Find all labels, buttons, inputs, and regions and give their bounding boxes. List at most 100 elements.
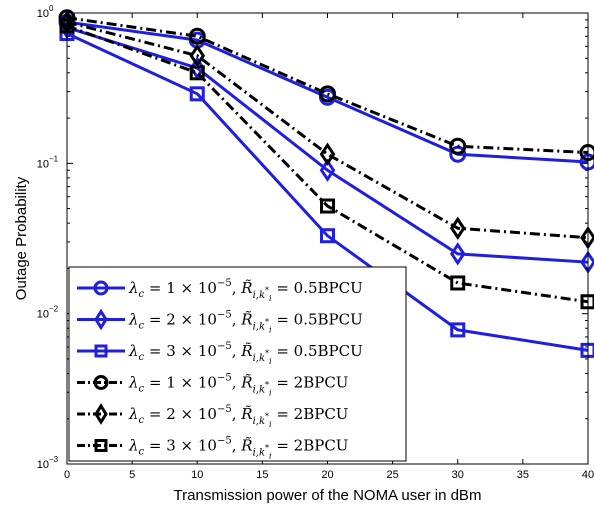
x-axis-label: Transmission power of the NOMA user in d… <box>174 487 482 504</box>
legend-sep: , <box>232 437 242 455</box>
circle-marker <box>93 280 109 296</box>
legend-rate-value: = 0.5BPCU <box>272 311 363 329</box>
legend-sep: , <box>232 374 242 392</box>
legend-rate-sub-star: * <box>265 381 269 390</box>
legend-entry-5: λc = 2 × 10−5, R̃i,k*i = 2BPCU <box>77 403 348 429</box>
legend-label: λc = 3 × 10−5, R̃i,k*i = 2BPCU <box>128 436 348 461</box>
x-tick-label: 0 <box>64 469 70 481</box>
circle-marker <box>93 375 109 390</box>
square-marker <box>320 198 335 214</box>
legend-lambda: λ <box>128 311 139 329</box>
legend-entry-2: λc = 2 × 10−5, R̃i,k*i = 0.5BPCU <box>77 308 363 335</box>
legend-rate-symbol: R̃ <box>240 342 252 360</box>
series-2 <box>59 15 594 274</box>
square-marker <box>450 275 466 291</box>
y-tick-label-base: 10 <box>37 8 49 20</box>
legend-lambda-value: = 3 × 10 <box>144 342 217 360</box>
square-marker <box>450 322 466 338</box>
x-tick-label: 20 <box>321 469 333 481</box>
x-tick-label: 15 <box>256 469 268 481</box>
legend-lambda: λ <box>128 342 139 360</box>
x-tick-label: 35 <box>517 469 529 481</box>
diamond-marker <box>189 43 206 68</box>
circle-marker <box>319 85 336 103</box>
legend-lambda-value: = 3 × 10 <box>144 437 217 455</box>
legend-entry-4: λc = 1 × 10−5, R̃i,k*i = 2BPCU <box>77 373 348 398</box>
legend-rate-value: = 0.5BPCU <box>272 342 363 360</box>
legend-box <box>68 266 407 462</box>
legend-lambda-value: = 1 × 10 <box>144 374 217 392</box>
legend-lambda-sub: c <box>139 289 145 300</box>
legend-lambda-sub: c <box>139 352 145 363</box>
legend-rate-value: = 2BPCU <box>272 437 349 455</box>
legend-rate-sub: i,k <box>253 385 265 396</box>
x-tick-label: 30 <box>452 469 464 481</box>
legend-lambda-value: = 2 × 10 <box>144 311 217 329</box>
series-line <box>66 16 589 155</box>
x-tick-label: 5 <box>129 469 135 481</box>
series-line <box>66 20 589 240</box>
legend-lambda-value: = 2 × 10 <box>144 405 217 423</box>
square-marker <box>94 344 108 358</box>
legend-lambda-exp: −5 <box>217 373 232 384</box>
legend-rate-sub-i: i <box>269 357 272 366</box>
series-line <box>66 20 589 164</box>
series-line <box>66 26 589 264</box>
legend-rate-sub-star: * <box>265 349 269 358</box>
legend-rate-sub: i,k <box>253 353 265 364</box>
legend-label: λc = 3 × 10−5, R̃i,k*i = 0.5BPCU <box>128 341 363 366</box>
legend-lambda: λ <box>128 437 139 455</box>
legend-rate-sub: i,k <box>253 322 265 333</box>
legend-label: λc = 1 × 10−5, R̃i,k*i = 0.5BPCU <box>128 278 363 303</box>
legend-lambda-sub: c <box>139 321 145 332</box>
diamond-marker <box>94 308 108 331</box>
series-line <box>66 24 589 304</box>
legend-rate-symbol: R̃ <box>240 437 252 455</box>
legend-lambda-exp: −5 <box>217 341 232 352</box>
legend-rate-sub-star: * <box>265 444 269 453</box>
y-tick-label: 10 −2 <box>37 305 59 321</box>
legend-entry-6: λc = 3 × 10−5, R̃i,k*i = 2BPCU <box>77 436 348 461</box>
square-marker <box>320 228 335 244</box>
legend-rate-symbol: R̃ <box>240 405 252 423</box>
legend-lambda-exp: −5 <box>217 404 232 415</box>
x-tick-label: 25 <box>387 469 399 481</box>
legend-lambda-sub: c <box>139 415 145 426</box>
legend-rate-symbol: R̃ <box>240 279 252 297</box>
circle-marker <box>449 137 467 155</box>
legend-rate-sub-i: i <box>269 294 272 303</box>
series-layer <box>58 9 594 358</box>
y-tick-label-base: 10 <box>37 459 49 471</box>
diamond-marker <box>94 403 108 425</box>
y-tick-label-exponent: −2 <box>49 305 59 314</box>
circle-marker <box>188 27 206 45</box>
legend-label: λc = 2 × 10−5, R̃i,k*i = 2BPCU <box>128 404 348 429</box>
y-tick-label-exponent: 0 <box>49 4 54 13</box>
legend-rate-symbol: R̃ <box>240 311 252 329</box>
legend-lambda-exp: −5 <box>217 436 232 447</box>
diamond-marker <box>319 142 336 166</box>
legend-lambda: λ <box>128 374 139 392</box>
legend-rate-sub-i: i <box>269 452 272 461</box>
y-tick-label: 10 −3 <box>37 455 59 471</box>
y-tick-label-base: 10 <box>37 158 49 170</box>
legend-rate-value: = 2BPCU <box>272 374 349 392</box>
legend-lambda: λ <box>128 405 139 423</box>
legend-rate-sub-star: * <box>265 412 269 421</box>
y-tick-label-base: 10 <box>37 309 49 321</box>
square-marker <box>189 86 205 102</box>
diamond-marker <box>189 56 206 80</box>
diamond-marker <box>449 216 466 240</box>
legend-rate-value: = 2BPCU <box>272 405 349 423</box>
legend-sep: , <box>232 342 242 360</box>
legend-rate-sub: i,k <box>253 416 265 427</box>
legend-lambda-sub: c <box>139 384 145 395</box>
legend-rate-value: = 0.5BPCU <box>272 279 363 297</box>
square-marker <box>189 65 205 81</box>
legend-rate-sub-star: * <box>265 318 269 327</box>
legend-entry-3: λc = 3 × 10−5, R̃i,k*i = 0.5BPCU <box>77 341 363 366</box>
x-tick-label: 40 <box>582 469 594 481</box>
y-tick-label-exponent: −3 <box>49 455 59 464</box>
